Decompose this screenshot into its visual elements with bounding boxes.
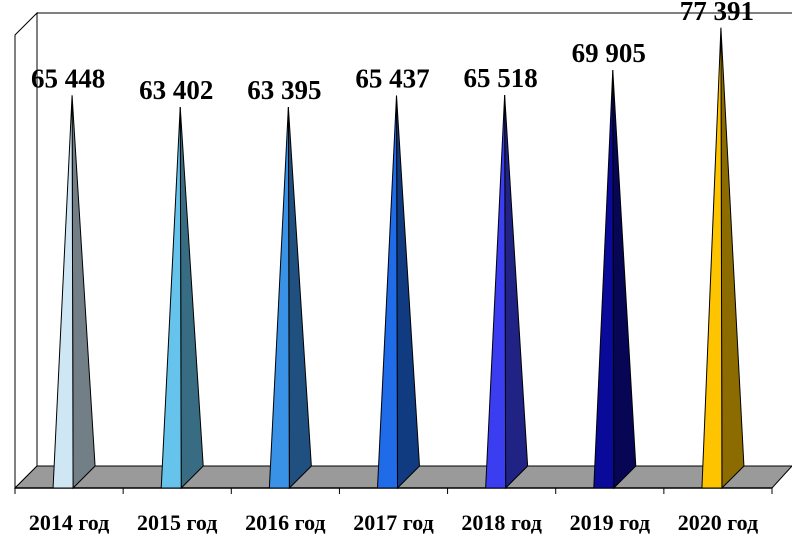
bar-side-face [71, 95, 96, 490]
bar-pyramid [485, 94, 529, 490]
bar-front-face [160, 106, 182, 489]
bar-pyramid [701, 27, 745, 490]
value-label: 63 402 [139, 75, 213, 105]
bar-front-face [485, 94, 507, 489]
bar-front-face [52, 95, 74, 489]
category-label: 2019 год [570, 510, 650, 535]
category-label: 2017 год [353, 510, 433, 535]
bar-front-face [268, 107, 290, 489]
bar-pyramid [160, 106, 204, 490]
bar-side-face [287, 106, 312, 490]
category-label: 2018 год [461, 510, 541, 535]
bar-front-face [701, 27, 723, 489]
value-label: 65 518 [464, 63, 538, 93]
bar-side-face [504, 94, 529, 490]
bar-pyramid [52, 95, 96, 490]
bar-side-face [612, 70, 637, 490]
bar-front-face [376, 95, 399, 489]
category-labels-group: 2014 год 2015 год 2016 год 2017 год 2018 год… [29, 510, 758, 535]
value-label: 77 391 [680, 0, 754, 26]
bars-group [52, 27, 745, 490]
category-label: 2016 год [245, 510, 325, 535]
bar-pyramid [376, 95, 421, 490]
bar-pyramid [593, 70, 637, 490]
bar-side-face [179, 106, 204, 490]
bar-side-face [396, 95, 421, 490]
x-axis [14, 487, 773, 494]
value-label: 69 905 [572, 38, 646, 68]
value-label: 65 437 [355, 63, 429, 93]
value-label: 63 395 [247, 75, 321, 105]
bar-front-face [593, 70, 615, 489]
category-label: 2015 год [137, 510, 217, 535]
category-label: 2014 год [29, 510, 109, 535]
value-labels-group: 65 448 63 402 63 395 65 437 65 518 69 905 77 3… [31, 0, 754, 105]
bar-pyramid [268, 106, 312, 490]
category-label: 2020 год [678, 510, 758, 535]
bar-side-face [720, 27, 745, 490]
value-label: 65 448 [31, 63, 105, 93]
